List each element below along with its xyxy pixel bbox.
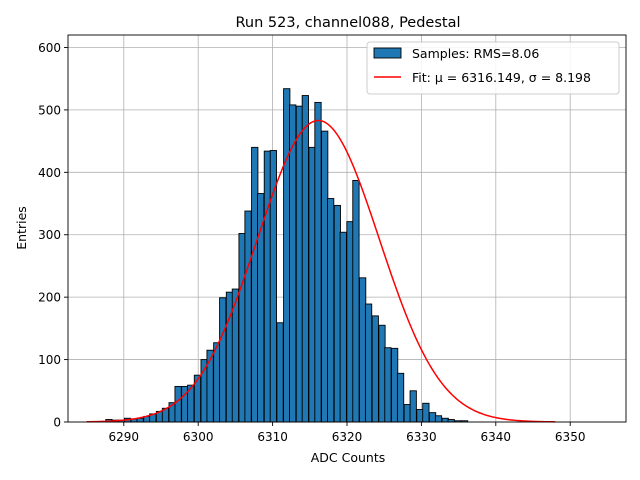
- x-tick-label: 6320: [332, 430, 363, 444]
- y-axis-ticks: 0 100 200 300 400 500 600: [38, 41, 68, 430]
- x-tick-label: 6300: [183, 430, 214, 444]
- histogram-bar: [321, 130, 329, 423]
- y-tick-label: 300: [38, 228, 61, 242]
- x-tick-label: 6290: [109, 430, 140, 444]
- histogram-bar: [213, 342, 221, 423]
- legend-histogram-label: Samples: RMS=8.06: [412, 46, 539, 61]
- histogram-bar: [283, 88, 291, 423]
- y-tick-label: 400: [38, 166, 61, 180]
- y-axis-label: Entries: [14, 206, 29, 250]
- legend-fit-label: Fit: μ = 6316.149, σ = 8.198: [412, 70, 591, 85]
- histogram-bar: [251, 146, 259, 423]
- histogram-bar: [434, 415, 443, 423]
- histogram-bar: [295, 105, 303, 423]
- y-tick-label: 0: [53, 416, 61, 430]
- histogram-bar: [384, 347, 392, 423]
- chart-title: Run 523, channel088, Pedestal: [235, 15, 460, 31]
- histogram-bar: [378, 324, 386, 423]
- x-tick-label: 6310: [257, 430, 288, 444]
- x-tick-label: 6350: [555, 430, 586, 444]
- y-tick-label: 100: [38, 353, 61, 367]
- histogram-bar: [403, 404, 411, 423]
- histogram-bar: [396, 372, 405, 423]
- histogram-bar: [391, 347, 399, 423]
- x-axis-label: ADC Counts: [311, 450, 386, 465]
- histogram-bar: [441, 417, 449, 423]
- x-axis-ticks: 6290 6300 6310 6320 6330 6340 6350: [109, 422, 586, 444]
- histogram-bar: [346, 221, 354, 423]
- histogram-bar: [371, 315, 379, 423]
- legend-box: [366, 41, 620, 95]
- legend-histogram-swatch: [373, 47, 402, 59]
- histogram-bar: [327, 198, 335, 423]
- histogram-bar: [219, 297, 227, 423]
- y-tick-label: 500: [38, 103, 61, 117]
- histogram-bar: [174, 385, 182, 423]
- histogram-bar: [359, 277, 367, 423]
- histogram-bar: [422, 402, 430, 423]
- histogram-bar: [263, 150, 272, 423]
- histogram-bar: [409, 390, 417, 423]
- histogram-bar: [352, 179, 360, 423]
- histogram-bar: [308, 146, 316, 423]
- fit-curve-layer: [86, 119, 556, 423]
- histogram-bar: [276, 322, 284, 423]
- histogram-bar: [333, 204, 341, 423]
- histogram-bar: [314, 101, 322, 423]
- histogram-bar: [301, 95, 309, 423]
- histogram-bar: [416, 409, 424, 423]
- gaussian-fit-curve: [86, 119, 556, 423]
- y-tick-label: 600: [38, 41, 61, 55]
- histogram-bar: [244, 210, 252, 423]
- histogram-bars: [105, 88, 469, 423]
- histogram-bar: [339, 231, 347, 423]
- x-tick-label: 6340: [481, 430, 512, 444]
- y-tick-label: 200: [38, 291, 61, 305]
- histogram-bar: [289, 104, 297, 423]
- histogram-bar: [364, 303, 373, 423]
- histogram-bar: [238, 233, 246, 423]
- x-tick-label: 6330: [406, 430, 437, 444]
- legend: Samples: RMS=8.06 Fit: μ = 6316.149, σ =…: [366, 41, 620, 95]
- histogram-bar: [428, 412, 437, 423]
